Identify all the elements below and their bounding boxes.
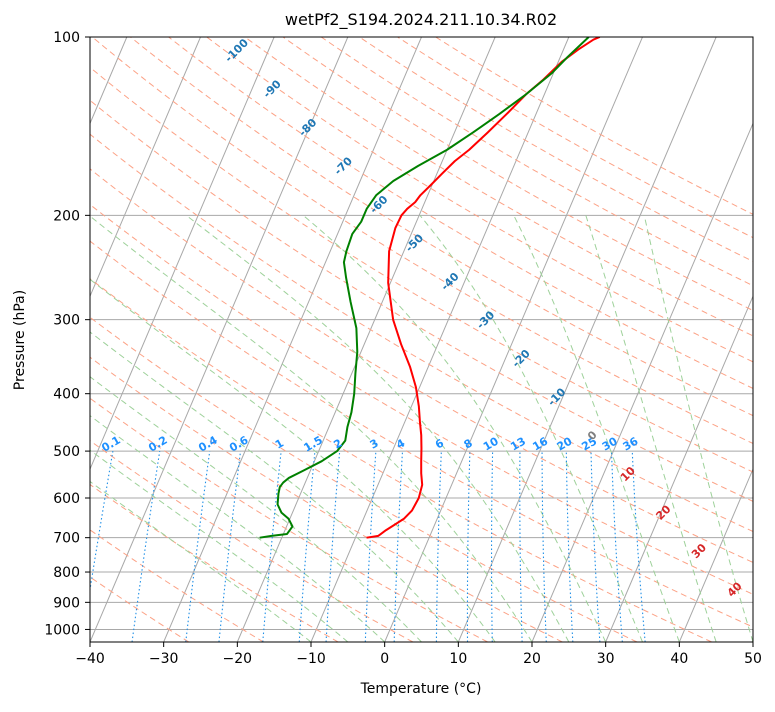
x-tick-label: −30	[149, 651, 179, 667]
temperature-profile-line	[366, 37, 601, 539]
isotherm-line	[90, 37, 349, 642]
x-tick-label: −20	[223, 651, 253, 667]
x-tick-label: 10	[449, 651, 467, 667]
y-tick-label: 700	[53, 531, 80, 547]
y-axis-ticks: 100 200 300 400 500 600 700 800 900 1000	[44, 30, 90, 638]
dry-adiabat-line	[168, 37, 753, 389]
isotherm-line	[678, 467, 753, 642]
moist-adiabat-line	[419, 215, 643, 642]
dry-adiabat-line	[90, 66, 753, 473]
isotherm-line	[90, 37, 275, 471]
dry-adiabat-line	[90, 356, 563, 642]
isotherm-line	[531, 122, 753, 642]
mixing-ratio-line	[131, 451, 161, 642]
x-tick-label: 0	[380, 651, 389, 667]
y-tick-label: 100	[53, 30, 80, 46]
x-tick-label: −10	[296, 651, 326, 667]
moist-adiabat-line	[513, 215, 680, 642]
isotherm-line	[384, 37, 643, 642]
moist-adiabat-line	[90, 331, 459, 642]
y-tick-label: 400	[53, 387, 80, 403]
moist-adiabat-line	[90, 376, 422, 642]
moist-adiabat-line	[90, 278, 496, 642]
x-tick-label: 30	[597, 651, 615, 667]
x-tick-label: −40	[75, 651, 105, 667]
moist-adiabat-line	[302, 214, 607, 642]
moist-adiabat-line	[90, 415, 386, 642]
dry-adiabat-line	[90, 240, 753, 628]
y-tick-label: 1000	[44, 622, 80, 638]
chart-title: wetPf2_S194.2024.211.10.34.R02	[285, 10, 557, 30]
dry-adiabat-line	[91, 37, 753, 445]
isotherm-line	[605, 295, 753, 642]
moist-adiabat-line	[185, 214, 570, 642]
dry-adiabat-line	[90, 133, 753, 533]
y-tick-label: 800	[53, 565, 80, 581]
mixing-ratio-line	[298, 451, 316, 642]
mixing-ratio-line	[90, 451, 114, 594]
mixing-ratio-line	[262, 451, 282, 642]
moist-adiabat-line	[585, 215, 717, 642]
x-tick-label: 20	[523, 651, 541, 667]
isotherm-line	[163, 37, 422, 642]
x-tick-label: 40	[670, 651, 688, 667]
background-lines	[90, 37, 753, 642]
dry-adiabat-line	[90, 316, 638, 642]
y-tick-label: 500	[53, 444, 80, 460]
mixing-ratio-line	[218, 451, 242, 642]
x-tick-label: 50	[744, 651, 762, 667]
y-tick-label: 600	[53, 491, 80, 507]
dry-adiabat-line	[90, 440, 414, 642]
y-tick-label: 300	[53, 313, 80, 329]
moist-adiabat-line	[90, 215, 533, 642]
dry-adiabat-line	[206, 37, 753, 363]
dry-adiabat-line	[90, 168, 753, 563]
dry-adiabat-line	[130, 37, 753, 417]
plot-frame	[89, 36, 754, 643]
x-axis-title: Temperature (°C)	[360, 681, 482, 697]
isotherm-line	[90, 37, 201, 298]
dewpoint-profile-line	[259, 37, 590, 539]
mixing-ratio-line	[185, 451, 211, 642]
y-tick-label: 900	[53, 595, 80, 611]
dry-adiabat-line	[90, 99, 753, 502]
y-tick-label: 200	[53, 208, 80, 224]
isotherm-line	[457, 37, 717, 642]
dry-adiabat-line	[90, 203, 753, 595]
y-axis-title: Pressure (hPa)	[12, 290, 28, 390]
profile-lines	[259, 37, 601, 539]
x-axis-ticks: −40 −30 −20 −10 0 10 20 30 40 50	[75, 642, 762, 667]
isotherm-line	[236, 37, 496, 642]
